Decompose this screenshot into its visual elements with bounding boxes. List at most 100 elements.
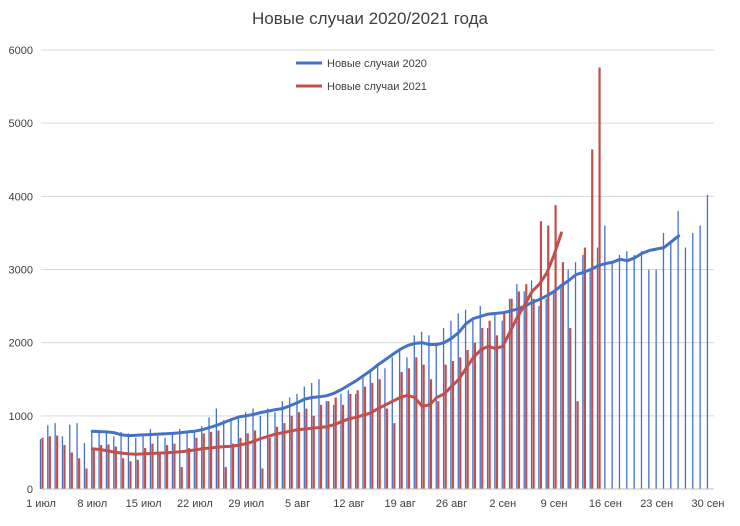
bar-2021 — [341, 404, 345, 489]
bar-2021 — [319, 404, 323, 489]
bar-2021 — [70, 452, 73, 489]
x-tick-label: 26 авг — [436, 498, 467, 510]
bar-2021 — [63, 445, 66, 489]
bar-2021 — [217, 430, 220, 489]
bar-2021 — [378, 379, 381, 489]
bar-2020 — [662, 232, 665, 489]
bar-2020 — [76, 423, 78, 489]
bar-2020 — [494, 313, 496, 489]
bar-2021 — [488, 320, 491, 489]
bar-2020 — [303, 386, 305, 489]
bar-2021 — [525, 284, 528, 489]
bar-2021 — [100, 445, 103, 489]
bar-2020 — [508, 298, 511, 489]
bar-2021 — [283, 423, 286, 489]
bar-2020 — [655, 269, 657, 489]
bar-2020 — [354, 393, 357, 489]
bar-2021 — [532, 298, 535, 489]
bar-2021 — [334, 397, 337, 489]
bar-2020 — [406, 357, 408, 489]
bar-2020 — [157, 433, 159, 489]
legend-item-2020[interactable]: Новые случаи 2020 — [296, 58, 427, 70]
bar-2020 — [479, 306, 481, 489]
bar-2020 — [391, 357, 393, 489]
bar-2021 — [166, 445, 169, 489]
bar-2020 — [223, 420, 225, 489]
bar-2020 — [648, 269, 650, 489]
bar-2020 — [633, 254, 635, 489]
bar-2020 — [105, 431, 108, 489]
bar-2021 — [246, 433, 249, 489]
bar-2020 — [552, 291, 555, 489]
bar-2021 — [400, 371, 403, 489]
bar-2021 — [151, 443, 154, 489]
bar-2020 — [179, 429, 181, 489]
bar-2020 — [259, 415, 261, 489]
bar-2021 — [591, 149, 594, 490]
bar-2020 — [589, 269, 591, 489]
bar-2020 — [501, 320, 503, 489]
bar-2021 — [85, 468, 88, 489]
bar-2021 — [297, 412, 301, 489]
bar-2021 — [41, 437, 44, 489]
bar-2021 — [224, 467, 227, 489]
bar-2020 — [618, 254, 621, 489]
bar-2021 — [253, 430, 257, 489]
bar-2020 — [596, 247, 599, 489]
x-tick-label: 5 авг — [285, 498, 310, 510]
bar-2020 — [318, 379, 320, 489]
bar-2020 — [486, 328, 489, 489]
y-tick-label: 4000 — [9, 191, 33, 203]
bar-2020 — [332, 404, 335, 489]
bar-2021 — [363, 386, 367, 489]
bar-2020 — [61, 436, 64, 489]
bar-2020 — [296, 393, 298, 489]
bar-2020 — [684, 247, 687, 489]
bar-2021 — [312, 415, 315, 489]
bar-2021 — [92, 449, 95, 489]
bar-2020 — [699, 225, 701, 489]
bar-2020 — [560, 284, 562, 489]
bar-2021 — [495, 335, 499, 489]
bar-2020 — [442, 328, 445, 489]
bar-2020 — [208, 417, 210, 489]
bar-2020 — [54, 423, 56, 489]
bar-2020 — [186, 433, 188, 489]
bar-2020 — [340, 393, 342, 489]
bar-2021 — [510, 298, 513, 489]
bar-2020 — [135, 437, 137, 489]
bar-2020 — [149, 429, 152, 489]
bars-layer — [39, 67, 709, 490]
bar-2020 — [376, 364, 379, 489]
line-2020 — [90, 234, 681, 438]
bar-2020 — [464, 309, 467, 489]
bar-2020 — [626, 251, 628, 489]
bar-2021 — [187, 448, 191, 489]
bar-2020 — [413, 335, 415, 489]
bar-2020 — [450, 320, 452, 489]
bar-2020 — [289, 397, 291, 489]
bar-2020 — [237, 415, 240, 489]
bar-2020 — [567, 269, 569, 489]
bar-2021 — [129, 461, 132, 489]
bar-2021 — [459, 357, 462, 489]
x-tick-label: 19 авг — [385, 498, 416, 510]
bar-2020 — [142, 436, 144, 489]
bar-2021 — [473, 342, 477, 489]
bar-2020 — [538, 306, 540, 489]
bar-2020 — [47, 425, 49, 489]
x-tick-label: 12 авг — [333, 498, 364, 510]
bar-2020 — [127, 433, 130, 489]
legend-item-2021[interactable]: Новые случаи 2021 — [296, 81, 427, 93]
legend: Новые случаи 2020 Новые случаи 2021 — [296, 58, 427, 93]
x-tick-label: 16 сен — [589, 498, 622, 510]
bar-2020 — [362, 375, 364, 489]
x-tick-label: 23 сен — [640, 498, 673, 510]
bar-2020 — [201, 426, 203, 489]
bar-2021 — [114, 446, 117, 489]
bar-2021 — [422, 364, 425, 489]
bar-2021 — [503, 313, 506, 489]
bar-2020 — [369, 371, 371, 489]
y-tick-label: 2000 — [9, 338, 33, 350]
